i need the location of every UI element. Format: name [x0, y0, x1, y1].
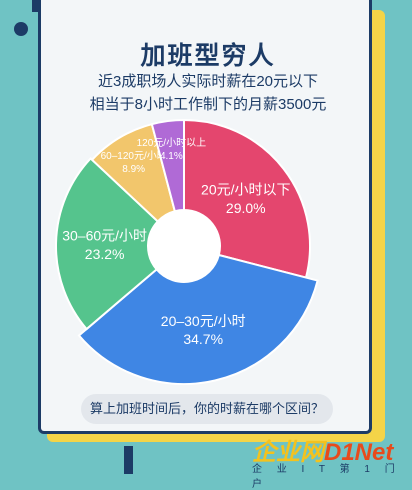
donut-chart: 20元/小时以下 29.0% 20–30元/小时 34.7% 30–60元/小时 23.2…: [55, 118, 319, 385]
watermark-logo: 企业网D1Net: [252, 432, 393, 467]
subtitle-line-1: 近3成职场人实际时薪在20元以下: [97, 73, 319, 90]
slice-value-0: 29.0%: [226, 200, 266, 216]
question-banner: 算上加班时间后，你的时薪在哪个区间？: [81, 394, 333, 424]
bottom-pin-decoration: [124, 446, 133, 474]
watermark-net: D1Net: [324, 439, 394, 466]
slice-value-2: 23.2%: [85, 246, 125, 262]
page-title: 加班型穷人: [140, 42, 276, 70]
subtitle-line-2: 相当于8小时工作制下的月薪3500元: [89, 96, 327, 113]
slice-value-4: 4.1%: [160, 151, 183, 162]
infographic-card: 加班型穷人 近3成职场人实际时薪在20元以下 相当于8小时工作制下的月薪3500…: [38, 0, 372, 434]
slice-label-0: 20元/小时以下: [201, 182, 290, 198]
corner-dot-decoration: [14, 22, 28, 36]
slice-value-3: 8.9%: [122, 164, 145, 175]
watermark-brand: 企业网: [252, 439, 324, 466]
donut-hole: [148, 210, 220, 282]
watermark-tagline: 企 业 I T 第 1 门 户: [252, 464, 401, 490]
slice-value-1: 34.7%: [183, 331, 223, 347]
top-bar-decoration: [32, 0, 40, 12]
slice-label-4: 120元/小时以上: [137, 137, 206, 149]
slice-label-3: 60–120元/小时: [101, 150, 167, 162]
slice-label-1: 20–30元/小时: [161, 313, 246, 329]
slice-label-2: 30–60元/小时: [62, 228, 147, 244]
